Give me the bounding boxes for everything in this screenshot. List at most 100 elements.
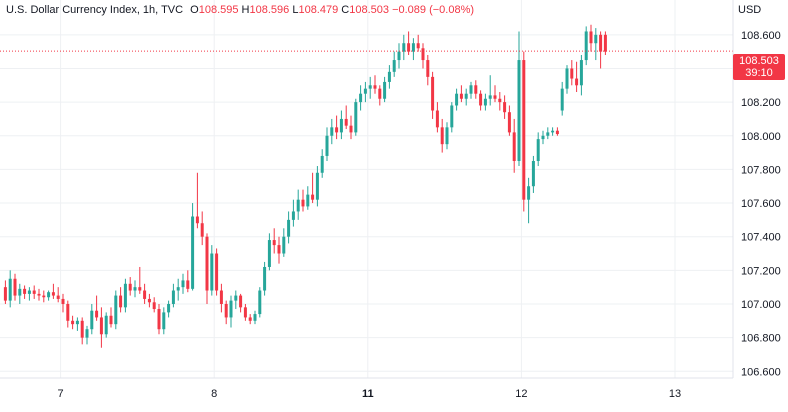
candle: [243, 303, 247, 321]
candle-body: [123, 283, 127, 308]
candle-body: [603, 34, 607, 52]
legend-open-label: O: [190, 4, 199, 16]
candle-body: [234, 295, 238, 301]
candle-body: [464, 93, 468, 99]
candle: [503, 95, 507, 119]
candle-body: [339, 118, 343, 133]
candle-body: [383, 81, 387, 99]
candle-body: [570, 68, 574, 79]
candle: [267, 233, 271, 271]
candle-body: [522, 60, 526, 200]
candle: [435, 102, 439, 133]
candle: [402, 34, 406, 61]
candle: [603, 31, 607, 56]
candle-body: [138, 287, 142, 291]
candle: [397, 43, 401, 69]
candle: [66, 300, 70, 328]
candle-body: [224, 303, 228, 318]
candle-body: [349, 125, 353, 133]
candle-body: [186, 280, 190, 289]
candle: [205, 233, 209, 304]
candle-body: [575, 78, 579, 86]
candle: [536, 132, 540, 167]
candle-body: [119, 295, 123, 308]
candle: [258, 287, 262, 318]
candle: [162, 307, 166, 335]
candle-body: [205, 236, 209, 291]
candle: [296, 189, 300, 220]
candle-body: [61, 298, 65, 304]
candle: [579, 55, 583, 96]
candle: [186, 270, 190, 293]
candle: [426, 55, 430, 86]
candle-body: [363, 88, 367, 94]
candle-body: [75, 320, 79, 325]
time-axis[interactable]: 781112131418:00: [58, 388, 788, 400]
y-tick-label: 106.800: [741, 333, 781, 345]
legend-high-label: H: [241, 4, 250, 16]
candle: [479, 90, 483, 111]
y-tick-label: 107.400: [741, 232, 781, 244]
candle: [95, 295, 99, 321]
candle-body: [397, 51, 401, 61]
candle: [493, 85, 497, 103]
candle: [171, 283, 175, 308]
candle: [128, 277, 132, 296]
candle: [450, 102, 454, 133]
candle-body: [407, 43, 411, 52]
candle: [546, 127, 550, 140]
candle-body: [176, 287, 180, 291]
y-tick-label: 108.200: [741, 97, 781, 109]
candle: [37, 288, 41, 301]
candle-body: [239, 295, 243, 308]
candle: [431, 71, 435, 119]
candle-body: [344, 118, 348, 126]
candle-body: [541, 135, 545, 140]
candle: [104, 312, 108, 338]
currency-label[interactable]: USD: [738, 4, 762, 16]
legend-symbol[interactable]: U.S. Dollar Currency Index, 1h, TVC: [6, 4, 184, 16]
candle: [272, 228, 276, 254]
candle-body: [47, 292, 51, 298]
y-tick-label: 106.600: [741, 366, 781, 378]
candle: [123, 278, 127, 313]
candle-body: [378, 88, 382, 99]
candle-body: [416, 43, 420, 49]
candle: [512, 118, 516, 173]
candle-body: [493, 95, 497, 99]
legend-high-value: 108.596: [249, 4, 290, 16]
candle-body: [306, 194, 310, 207]
candle-body: [171, 290, 175, 304]
candle-body: [23, 288, 27, 294]
candle-body: [450, 105, 454, 128]
candle: [416, 34, 420, 52]
candle: [383, 76, 387, 103]
candle: [114, 290, 118, 330]
candle: [474, 80, 478, 99]
candle: [42, 290, 46, 303]
candle-body: [219, 290, 223, 304]
candle-body: [210, 253, 214, 291]
candle: [445, 122, 449, 150]
candle-body: [80, 320, 84, 338]
candle-body: [181, 280, 185, 288]
candle-body: [531, 160, 535, 187]
candle: [56, 287, 60, 303]
candle: [176, 278, 180, 301]
candle: [522, 51, 526, 212]
candle: [143, 283, 147, 304]
price-axis[interactable]: 106.600 106.800 107.000 107.200 107.400 107.6…: [741, 30, 781, 378]
candle-body: [51, 292, 55, 296]
candle-body: [330, 127, 334, 136]
candle-body: [109, 315, 113, 325]
y-tick-label: 108.600: [741, 30, 781, 42]
candle: [291, 199, 295, 227]
candle: [277, 236, 281, 264]
candle: [195, 172, 199, 229]
candle: [191, 203, 195, 291]
grid-lines: [0, 0, 733, 378]
candle: [263, 261, 267, 296]
candle-body: [426, 60, 430, 77]
